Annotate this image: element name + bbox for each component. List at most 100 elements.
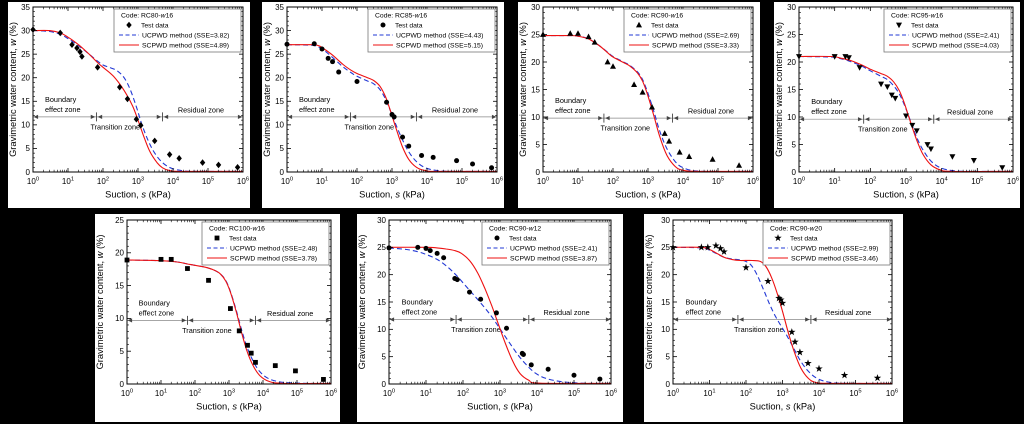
test-data-point	[199, 159, 206, 166]
zone-arrowhead	[857, 117, 863, 122]
zone-label: Boundary	[45, 95, 77, 104]
zone-arrowhead	[605, 116, 610, 121]
test-data-point	[185, 266, 190, 271]
x-tick-label: 100	[383, 389, 395, 399]
test-data-point	[884, 84, 891, 90]
test-data-point	[742, 263, 750, 271]
legend-code-label: Code: RC90-w20	[770, 226, 822, 233]
x-tick-label: 104	[167, 177, 180, 187]
test-data-point	[575, 30, 581, 36]
test-data-point	[777, 295, 785, 303]
ucpwd-curve	[286, 44, 498, 172]
zone-arrowhead	[673, 116, 679, 121]
y-tick-label: 0	[26, 168, 31, 177]
y-tick-label: 0	[792, 168, 797, 177]
test-data-point	[666, 138, 673, 144]
y-tick-label: 0	[280, 168, 285, 177]
test-data-point	[94, 64, 101, 71]
legend: Code: RC95-w16 Test data UCPWD method (SSE…	[883, 8, 1012, 53]
test-data-point	[545, 366, 551, 372]
test-data-point	[423, 245, 429, 251]
test-data-point	[712, 241, 720, 249]
test-data-point	[791, 338, 799, 346]
x-tick-label: 104	[421, 177, 434, 187]
x-tick-label: 106	[886, 389, 898, 399]
y-tick-label: 25	[21, 50, 30, 59]
x-tick-label: 105	[971, 177, 983, 187]
x-tick-label: 105	[849, 389, 861, 399]
test-data-point	[158, 256, 164, 262]
legend: Code: RC80-w16 Test data UCPWD method (SSE…	[113, 8, 242, 53]
x-axis-title: Suction, s (kPa)	[750, 402, 816, 412]
legend: Code: RC100-w16 Test data UCPWD method (SS…	[201, 221, 330, 266]
zone-label: effect zone	[555, 106, 591, 115]
test-data-point	[774, 234, 782, 242]
test-data-point	[704, 243, 712, 251]
zone-label: Boundary	[685, 297, 717, 306]
x-tick-label: 101	[703, 389, 715, 399]
y-tick-label: 15	[531, 85, 540, 94]
test-data-point	[168, 256, 174, 262]
test-data-point	[206, 277, 211, 283]
test-data-point	[520, 351, 526, 357]
x-tick-label: 106	[237, 177, 249, 187]
y-axis-title: Gravimetric water content, w (%)	[262, 22, 272, 157]
y-tick-label: 25	[275, 50, 284, 59]
zone-arrowhead	[1007, 117, 1013, 122]
test-data-point	[913, 128, 920, 134]
test-data-point	[293, 368, 298, 374]
y-tick-label: 30	[377, 216, 386, 225]
x-tick-label: 103	[900, 177, 912, 187]
zone-arrowhead	[732, 317, 737, 322]
x-tick-label: 101	[572, 177, 584, 187]
y-tick-label: 20	[531, 58, 540, 67]
y-tick-label: 10	[21, 121, 30, 130]
x-tick-label: 102	[351, 177, 363, 187]
legend-scpwd-label: SCPWD method (SSE=4.03)	[912, 43, 999, 50]
test-data-point	[736, 162, 743, 168]
legend-scpwd-label: SCPWD method (SSE=4.89)	[142, 43, 229, 50]
zone-arrowhead	[156, 114, 162, 119]
legend: Code: RC85-w16 Test data UCPWD method (SSE…	[367, 8, 496, 53]
zone-arrowhead	[673, 317, 679, 322]
y-tick-label: 35	[275, 3, 284, 12]
test-data-point	[116, 83, 123, 91]
zone-arrowhead	[598, 116, 603, 121]
test-data-point	[610, 63, 616, 69]
test-data-point	[470, 161, 476, 167]
y-tick-label: 10	[787, 113, 796, 122]
panel-rc90-w12: Boundary effect zone Transition zone Residu…	[357, 214, 623, 422]
zone-label: Residual zone	[432, 105, 478, 114]
test-data-point	[639, 89, 646, 95]
test-data-point	[406, 143, 412, 149]
x-tick-label: 106	[325, 389, 337, 399]
test-data-point	[716, 244, 725, 252]
x-tick-label: 106	[747, 177, 759, 187]
x-tick-label: 102	[97, 177, 109, 187]
test-data-point	[133, 115, 140, 123]
y-tick-label: 5	[382, 352, 387, 361]
test-data-point	[597, 376, 603, 382]
test-data-point	[467, 289, 473, 295]
legend-code-label: Code: RC85-w16	[375, 13, 427, 20]
zone-arrowhead	[33, 114, 39, 119]
zone-arrowhead	[90, 114, 96, 119]
zone-label: Boundary	[811, 97, 843, 106]
x-tick-label: 104	[813, 389, 826, 399]
y-tick-label: 10	[531, 113, 540, 122]
test-data-point	[840, 371, 849, 379]
test-data-point	[648, 103, 655, 110]
zone-label: effect zone	[685, 307, 721, 316]
zone-label: effect zone	[139, 308, 175, 317]
test-data-point	[336, 69, 342, 75]
test-data-point	[999, 165, 1006, 171]
zone-label: Residual zone	[688, 107, 734, 116]
y-tick-label: 15	[787, 85, 796, 94]
y-tick-label: 25	[661, 243, 670, 252]
zone-arrowhead	[886, 317, 892, 322]
x-tick-label: 104	[257, 389, 270, 399]
x-tick-label: 106	[1007, 177, 1019, 187]
panel-rc90-w16: Boundary effect zone Transition zone Residu…	[518, 2, 760, 208]
test-data-point	[234, 163, 241, 171]
